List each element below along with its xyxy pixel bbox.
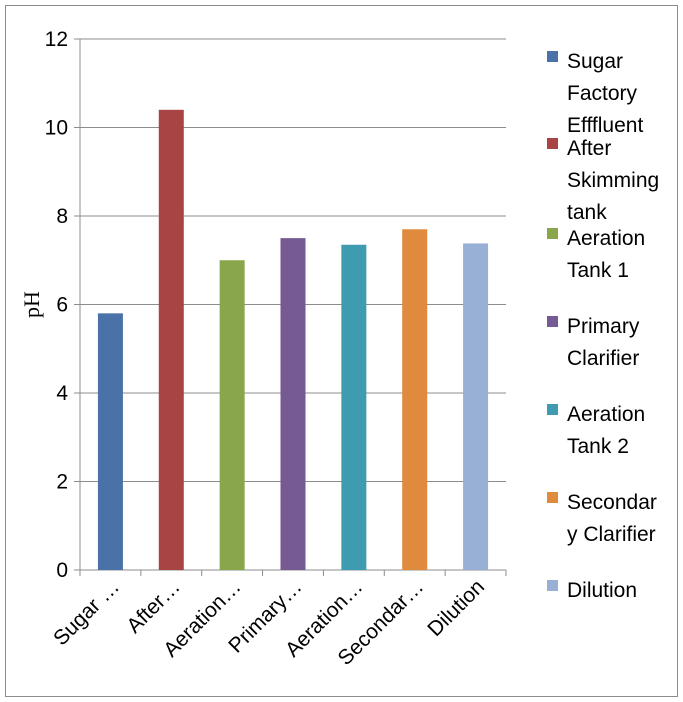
legend-label: Clarifier (567, 347, 639, 370)
bar (280, 238, 306, 570)
y-tick-label: 6 (56, 294, 68, 317)
bar (97, 313, 123, 570)
legend-label: tank (567, 201, 607, 224)
y-tick-label: 12 (45, 28, 68, 51)
legend-swatch (547, 492, 558, 503)
legend-swatch (547, 228, 558, 239)
legend-label: Tank 2 (567, 435, 629, 458)
legend-label: After (567, 137, 611, 160)
bar (402, 229, 428, 570)
chart-frame: 0 2 4 6 8 10 12 pH Sugar … After… Aeration… Primary… (5, 5, 678, 697)
bar (219, 260, 245, 570)
legend-swatch (547, 404, 558, 415)
y-tick-label: 0 (56, 559, 68, 582)
bar (158, 109, 184, 571)
legend-swatch (547, 580, 558, 591)
legend-label: Tank 1 (567, 259, 629, 282)
legend-label: Sugar (567, 50, 623, 73)
y-tick-label: 10 (45, 117, 68, 140)
legend-swatch (547, 138, 558, 149)
legend-label: Efffluent (567, 114, 643, 137)
legend-label: Aeration (567, 227, 645, 250)
legend-swatch (547, 51, 558, 62)
y-tick-label: 8 (56, 205, 68, 228)
legend-label: Primary (567, 315, 640, 338)
legend-swatch (547, 316, 558, 327)
legend-label: Secondar (567, 491, 657, 514)
x-tick-label: Dilution (423, 575, 489, 641)
legend-label: Dilution (567, 579, 637, 602)
y-axis-title: pH (19, 291, 44, 318)
x-tick-label: Sugar … (49, 575, 124, 650)
legend-label: y Clarifier (567, 523, 656, 546)
y-tick-label: 2 (56, 471, 68, 494)
legend-label: Factory (567, 82, 638, 105)
y-tick-label: 4 (56, 382, 68, 405)
bar (341, 244, 367, 570)
legend-label: Aeration (567, 403, 645, 426)
legend-label: Skimming (567, 169, 659, 192)
bar (463, 243, 489, 570)
